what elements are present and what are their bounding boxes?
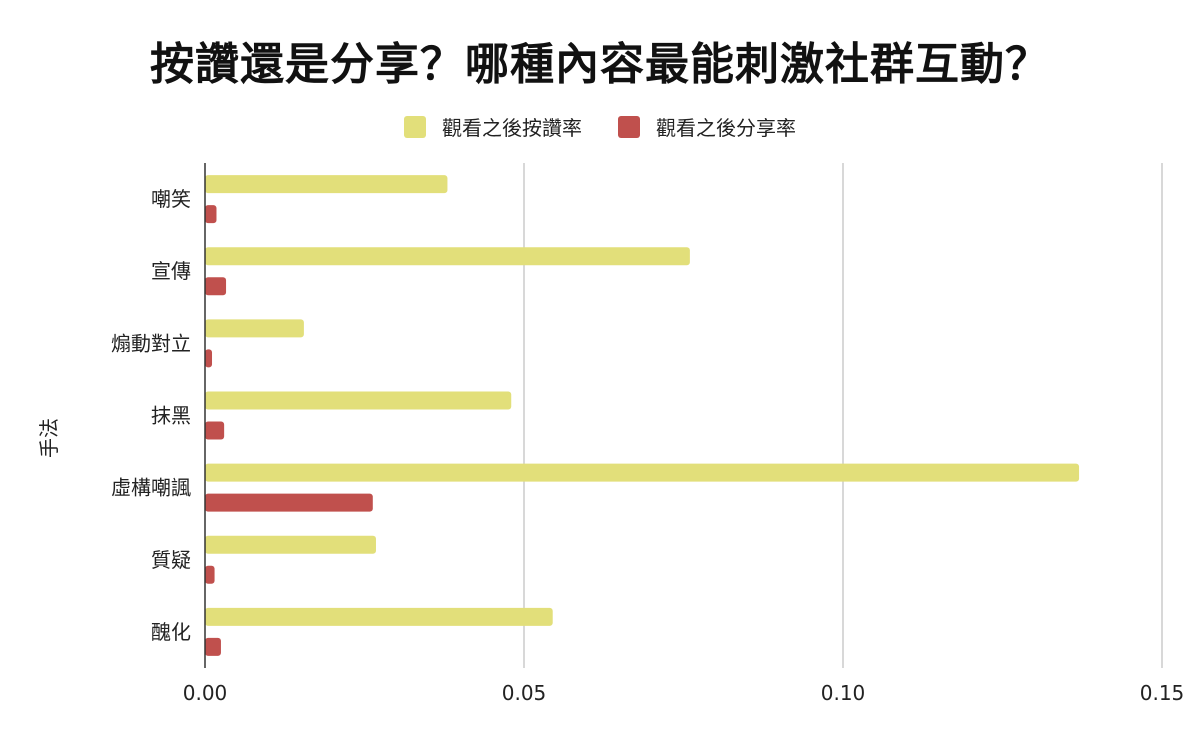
bar-shares-6 bbox=[205, 637, 221, 656]
bar-shares-2 bbox=[205, 349, 213, 368]
bar-likes-5 bbox=[205, 535, 376, 554]
category-label: 質疑 bbox=[151, 548, 191, 572]
bar-likes-4 bbox=[205, 463, 1080, 482]
bar-likes-1 bbox=[205, 247, 690, 266]
legend-item-likes: 觀看之後按讚率 bbox=[404, 112, 582, 141]
gridlines bbox=[523, 163, 1163, 668]
bar-likes-0 bbox=[205, 175, 448, 194]
chart-title: 按讚還是分享？哪種內容最能刺激社群互動？ bbox=[150, 39, 1050, 90]
bar-likes-2 bbox=[205, 319, 304, 338]
x-tick-label: 0.05 bbox=[502, 681, 547, 705]
legend-swatch-shares bbox=[618, 115, 640, 138]
bar-likes-6 bbox=[205, 607, 553, 626]
y-axis-title: 手法 bbox=[37, 418, 61, 458]
legend-item-shares: 觀看之後分享率 bbox=[618, 112, 796, 141]
legend-label-shares: 觀看之後分享率 bbox=[656, 116, 796, 140]
category-label: 嘲笑 bbox=[151, 187, 191, 211]
bar-likes-3 bbox=[205, 391, 512, 410]
bars bbox=[205, 175, 1080, 656]
legend-swatch-likes bbox=[404, 115, 426, 138]
bar-shares-4 bbox=[205, 493, 373, 512]
category-label: 宣傳 bbox=[151, 259, 191, 283]
x-tick-label: 0.00 bbox=[183, 681, 228, 705]
category-label: 抹黑 bbox=[151, 404, 191, 428]
legend-label-likes: 觀看之後按讚率 bbox=[442, 116, 582, 140]
bar-shares-5 bbox=[205, 565, 215, 584]
bar-shares-1 bbox=[205, 277, 227, 296]
bar-shares-3 bbox=[205, 421, 225, 440]
bar-shares-0 bbox=[205, 205, 217, 224]
category-label: 煽動對立 bbox=[111, 331, 191, 355]
x-tick-label: 0.15 bbox=[1140, 681, 1185, 705]
category-label: 虛構嘲諷 bbox=[111, 476, 191, 500]
x-tick-label: 0.10 bbox=[821, 681, 866, 705]
legend: 觀看之後按讚率 觀看之後分享率 bbox=[0, 112, 1200, 141]
category-label: 醜化 bbox=[151, 620, 191, 644]
